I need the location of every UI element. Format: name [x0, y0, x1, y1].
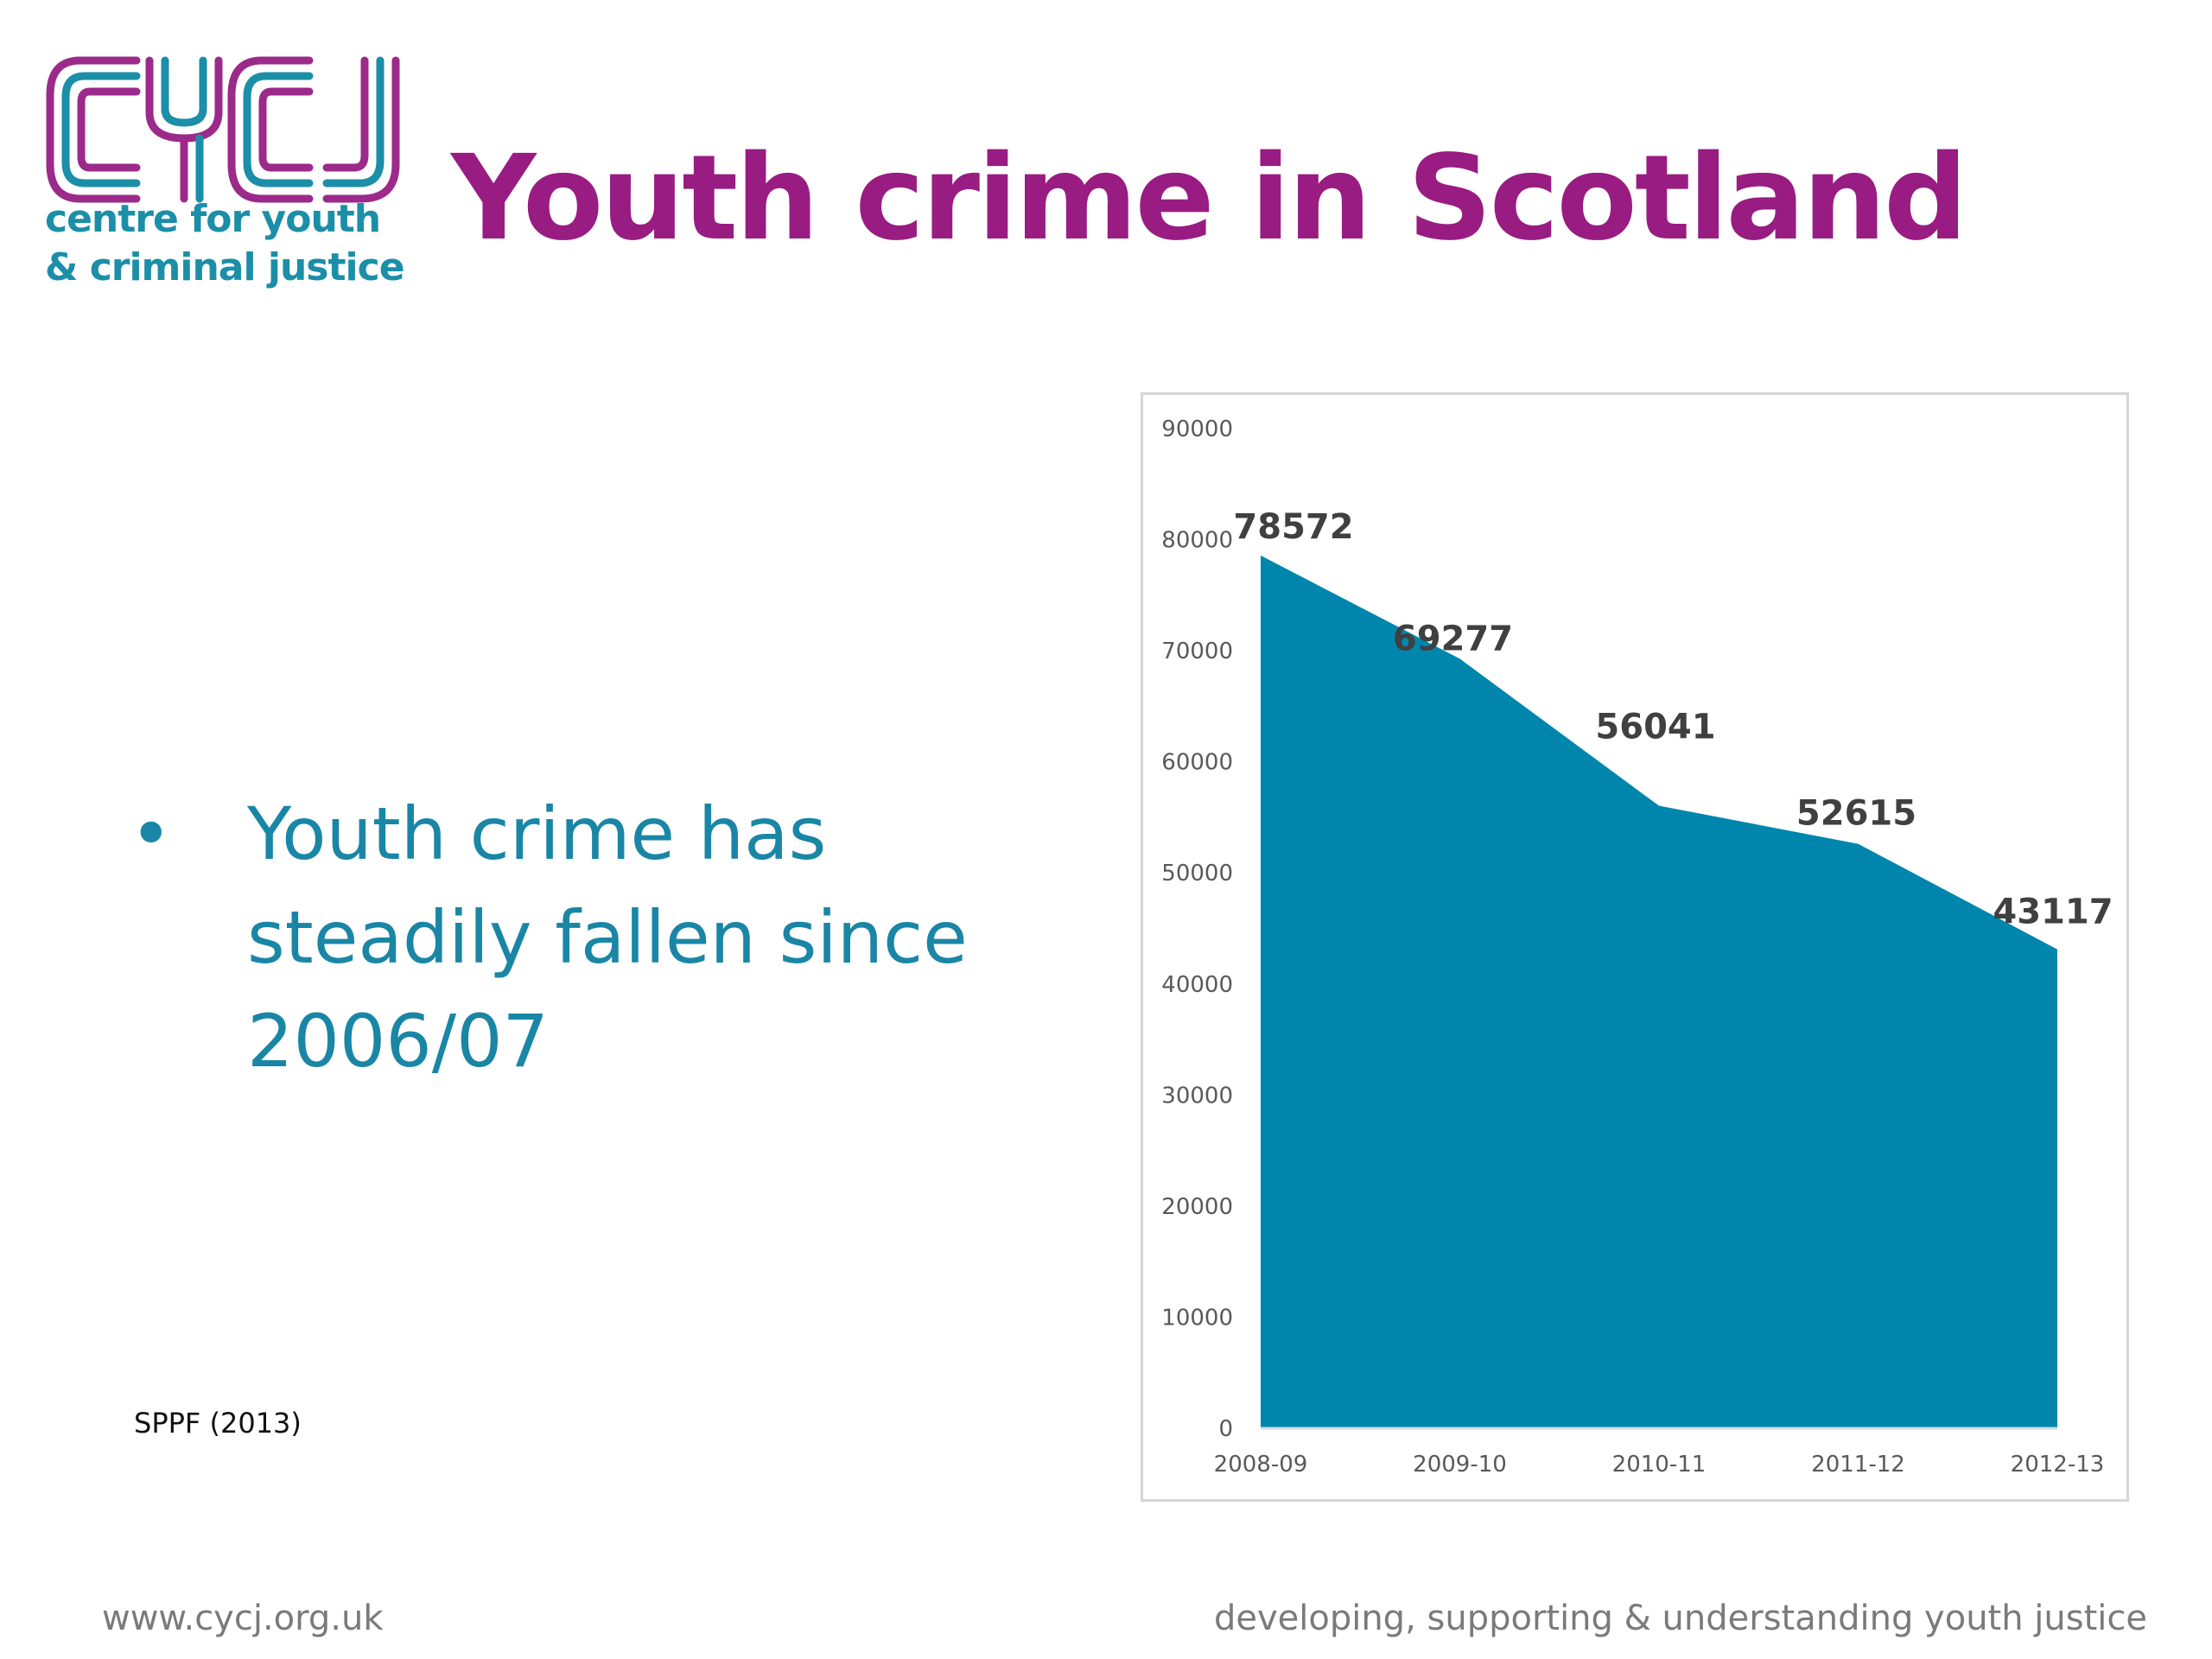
source-citation: SPPF (2013) — [134, 1407, 302, 1440]
cycj-wordmark-graphic — [46, 56, 400, 203]
y-tick-label: 90000 — [1161, 416, 1233, 442]
footer-tagline: developing, supporting & understanding y… — [1213, 1599, 2147, 1638]
x-tick-label: 2011-12 — [1811, 1452, 1905, 1478]
y-tick-label: 80000 — [1161, 528, 1233, 554]
logo-letter-c2 — [227, 56, 314, 203]
logo-letter-c1 — [46, 56, 141, 203]
slide-title: Youth crime in Scotland — [451, 130, 1967, 267]
y-tick-label: 50000 — [1161, 861, 1233, 887]
y-tick-label: 40000 — [1161, 972, 1233, 998]
bullet-marker: • — [130, 791, 173, 876]
data-label: 69277 — [1393, 619, 1513, 658]
x-tick-label: 2010-11 — [1612, 1452, 1707, 1478]
data-label: 56041 — [1595, 708, 1715, 747]
x-tick-label: 2009-10 — [1413, 1452, 1507, 1478]
data-label: 78572 — [1233, 507, 1353, 547]
y-tick-label: 20000 — [1161, 1194, 1233, 1220]
logo-letter-j — [322, 56, 400, 203]
y-tick-label: 0 — [1218, 1416, 1233, 1442]
chart-frame: 0 10000 20000 30000 40000 50000 60000 70000 8000… — [1141, 392, 2129, 1502]
logo-letter-y — [145, 56, 223, 203]
footer-website: www.cycj.org.uk — [102, 1599, 384, 1638]
x-tick-label: 2008-09 — [1214, 1452, 1308, 1478]
area-chart: 0 10000 20000 30000 40000 50000 60000 70000 8000… — [1161, 416, 2113, 1478]
bullet-text: Youth crime has steadily fallen since 20… — [247, 791, 968, 1084]
area-series-fill — [1261, 555, 2057, 1428]
y-tick-label: 70000 — [1161, 639, 1233, 664]
data-label: 43117 — [1993, 893, 2113, 932]
x-tick-label: 2012-13 — [2011, 1452, 2105, 1478]
logo-tagline-line1: centre for youth — [45, 197, 381, 241]
y-tick-label: 10000 — [1161, 1305, 1233, 1331]
logo-tagline-line2: & criminal justice — [45, 245, 405, 289]
cycj-logo — [46, 56, 400, 203]
y-tick-label: 30000 — [1161, 1083, 1233, 1109]
y-tick-label: 60000 — [1161, 750, 1233, 776]
data-label: 52615 — [1796, 794, 1916, 834]
